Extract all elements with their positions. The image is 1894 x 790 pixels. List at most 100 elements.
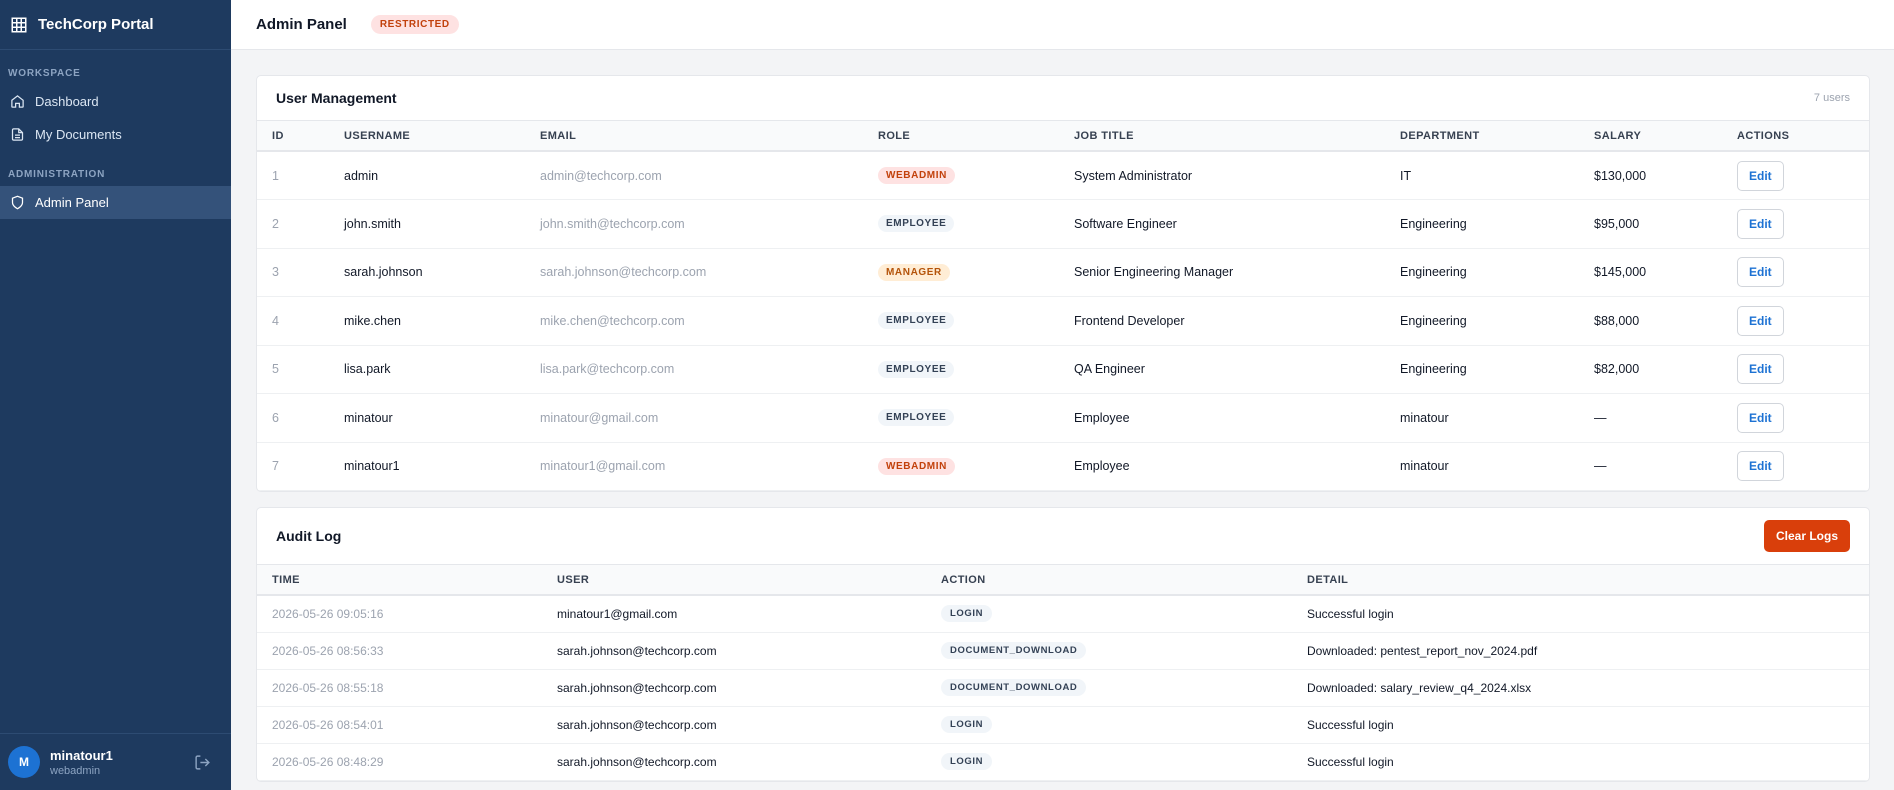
role-cell: EMPLOYEE <box>863 393 1059 443</box>
action-cell: LOGIN <box>926 595 1292 633</box>
role-badge: MANAGER <box>878 263 950 281</box>
log-user: minatour1@gmail.com <box>542 595 926 633</box>
log-detail: Successful login <box>1292 595 1869 633</box>
department: Engineering <box>1385 296 1579 346</box>
column-header: TIME <box>257 565 542 596</box>
email: sarah.johnson@techcorp.com <box>525 248 863 297</box>
log-row: 2026-05-26 08:48:29 sarah.johnson@techcor… <box>257 743 1869 781</box>
action-cell: DOCUMENT_DOWNLOAD <box>926 632 1292 670</box>
actions-cell: Edit <box>1722 151 1869 200</box>
brand-name: TechCorp Portal <box>38 16 154 33</box>
email: john.smith@techcorp.com <box>525 199 863 249</box>
log-time: 2026-05-26 08:54:01 <box>257 706 542 744</box>
nav-item[interactable]: Admin Panel <box>0 186 231 219</box>
user-id: 2 <box>257 199 329 249</box>
column-header: ID <box>257 121 329 152</box>
brand-icon <box>11 17 27 32</box>
column-header: USERNAME <box>329 121 525 152</box>
role-cell: WEBADMIN <box>863 442 1059 491</box>
nav-section: ADMINISTRATION <box>8 169 106 180</box>
actions-cell: Edit <box>1722 393 1869 443</box>
nav-item[interactable]: My Documents <box>0 118 231 151</box>
salary: — <box>1579 442 1722 491</box>
edit-button[interactable]: Edit <box>1737 451 1784 482</box>
edit-button[interactable]: Edit <box>1737 354 1784 385</box>
log-row: 2026-05-26 08:54:01 sarah.johnson@techcor… <box>257 706 1869 744</box>
job-title: Senior Engineering Manager <box>1059 248 1385 297</box>
job-title: Software Engineer <box>1059 199 1385 249</box>
users-card: User Management 7 users ID USERNAME EMAIL R… <box>256 75 1870 492</box>
audit-table: TIME USER ACTION DETAIL 2026-05-26 09:05:16 m… <box>257 565 1869 781</box>
log-time: 2026-05-26 08:56:33 <box>257 632 542 670</box>
users-table: ID USERNAME EMAIL ROLE JOB TITLE DEPARTMENT SA… <box>257 121 1869 491</box>
log-row: 2026-05-26 09:05:16 minatour1@gmail.com LO… <box>257 595 1869 633</box>
header: Admin Panel RESTRICTED <box>231 0 1894 50</box>
nav-label: Admin Panel <box>35 195 109 210</box>
log-user: sarah.johnson@techcorp.com <box>542 669 926 707</box>
department: minatour <box>1385 442 1579 491</box>
log-time: 2026-05-26 08:48:29 <box>257 743 542 781</box>
role-badge: WEBADMIN <box>878 457 955 475</box>
role-cell: EMPLOYEE <box>863 296 1059 346</box>
column-header: DETAIL <box>1292 565 1869 596</box>
user-row: 1 admin admin@techcorp.com WEBADMIN System A… <box>257 151 1869 200</box>
logout[interactable] <box>194 754 211 771</box>
username: minatour <box>329 393 525 443</box>
actions-cell: Edit <box>1722 442 1869 491</box>
role-badge: EMPLOYEE <box>878 215 955 233</box>
nav-label: My Documents <box>35 127 122 142</box>
role-cell: MANAGER <box>863 248 1059 297</box>
nav-icon <box>11 95 24 108</box>
role-badge: WEBADMIN <box>878 167 955 184</box>
log-detail: Successful login <box>1292 706 1869 744</box>
nav-item[interactable]: Dashboard <box>0 85 231 118</box>
edit-button[interactable]: Edit <box>1737 402 1784 433</box>
username: sarah.johnson <box>329 248 525 297</box>
department: Engineering <box>1385 199 1579 249</box>
log-detail: Downloaded: pentest_report_nov_2024.pdf <box>1292 632 1869 670</box>
username: lisa.park <box>329 345 525 394</box>
role-badge: EMPLOYEE <box>878 409 955 427</box>
salary: $130,000 <box>1579 151 1722 200</box>
actions-cell: Edit <box>1722 248 1869 297</box>
email: admin@techcorp.com <box>525 151 863 200</box>
log-detail: Successful login <box>1292 743 1869 781</box>
card-header: Audit Log Clear Logs <box>257 508 1869 565</box>
edit-button[interactable]: Edit <box>1737 160 1784 191</box>
nav-icon <box>11 195 24 210</box>
username: minatour1 <box>329 442 525 491</box>
log-row: 2026-05-26 08:55:18 sarah.johnson@techcor… <box>257 669 1869 707</box>
edit-button[interactable]: Edit <box>1737 305 1784 336</box>
log-detail: Downloaded: salary_review_q4_2024.xlsx <box>1292 669 1869 707</box>
sidebar: TechCorp Portal WORKSPACE Dashboard My Doc… <box>0 0 231 790</box>
nav-icon <box>11 128 24 141</box>
user-id: 3 <box>257 248 329 297</box>
action-cell: DOCUMENT_DOWNLOAD <box>926 669 1292 707</box>
username: admin <box>329 151 525 200</box>
salary: $145,000 <box>1579 248 1722 297</box>
log-user: sarah.johnson@techcorp.com <box>542 632 926 670</box>
edit-button[interactable]: Edit <box>1737 257 1784 288</box>
email: mike.chen@techcorp.com <box>525 296 863 346</box>
user-id: 1 <box>257 151 329 200</box>
job-title: Employee <box>1059 442 1385 491</box>
department: Engineering <box>1385 345 1579 394</box>
action-badge: DOCUMENT_DOWNLOAD <box>941 679 1087 696</box>
edit-button[interactable]: Edit <box>1737 208 1784 239</box>
department: minatour <box>1385 393 1579 443</box>
username: mike.chen <box>329 296 525 346</box>
job-title: Employee <box>1059 393 1385 443</box>
user-row: 5 lisa.park lisa.park@techcorp.com EMPLOYEE… <box>257 345 1869 394</box>
actions-cell: Edit <box>1722 296 1869 346</box>
role-badge: EMPLOYEE <box>878 360 955 378</box>
column-header: ACTION <box>926 565 1292 596</box>
email: lisa.park@techcorp.com <box>525 345 863 394</box>
user-footer: M minatour1 webadmin <box>0 733 231 790</box>
clear-logs-button[interactable]: Clear Logs <box>1763 520 1850 552</box>
action-badge: LOGIN <box>941 716 993 733</box>
card-title: User Management <box>276 90 397 106</box>
log-user: sarah.johnson@techcorp.com <box>542 743 926 781</box>
role-badge: EMPLOYEE <box>878 312 955 330</box>
salary: $82,000 <box>1579 345 1722 394</box>
